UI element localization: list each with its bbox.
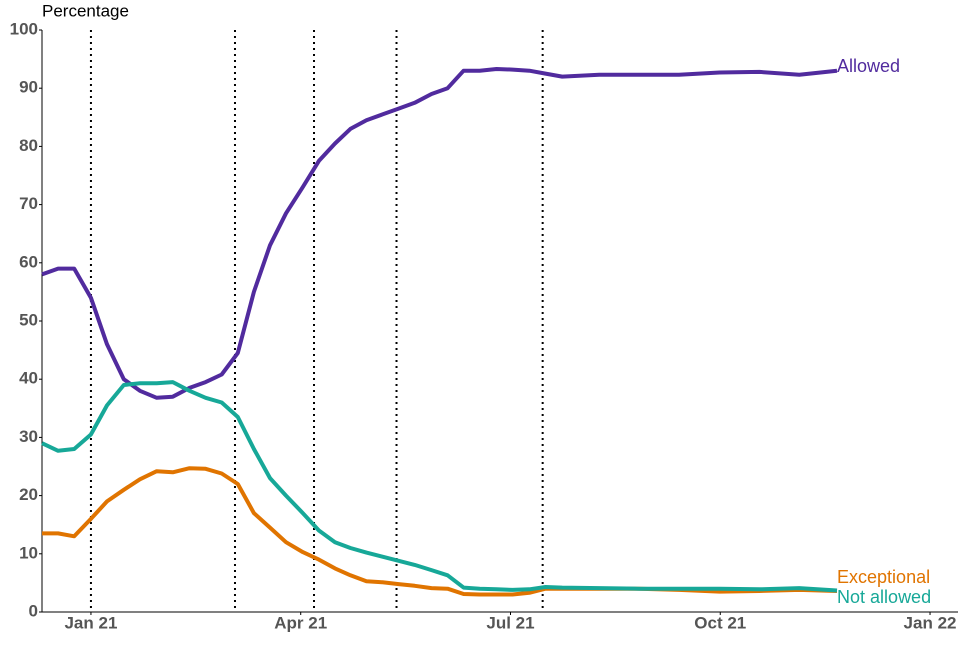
x-tick-label: Oct 21	[694, 613, 746, 632]
y-tick-label: 30	[19, 427, 38, 446]
y-tick-label: 20	[19, 485, 38, 504]
series-label: Not allowed	[837, 587, 931, 607]
series-label: Allowed	[837, 56, 900, 76]
y-tick-label: 10	[19, 543, 38, 562]
y-tick-label: 70	[19, 194, 38, 213]
y-tick-label: 90	[19, 78, 38, 97]
line	[42, 466, 838, 597]
line	[41, 67, 838, 400]
series-label: Exceptional	[837, 567, 930, 587]
y-axis-title: Percentage	[42, 1, 129, 20]
x-tick-label: Apr 21	[274, 613, 327, 632]
x-tick-label: Jul 21	[486, 613, 534, 632]
y-tick-label: 40	[19, 369, 38, 388]
y-tick-label: 50	[19, 310, 38, 329]
x-tick-label: Jan 21	[64, 613, 117, 632]
y-tick-label: 60	[19, 252, 38, 271]
y-tick-label: 80	[19, 136, 38, 155]
x-tick-label: Jan 22	[904, 613, 957, 632]
y-tick-label: 100	[10, 19, 38, 38]
line	[41, 380, 838, 593]
y-tick-label: 0	[29, 601, 38, 620]
